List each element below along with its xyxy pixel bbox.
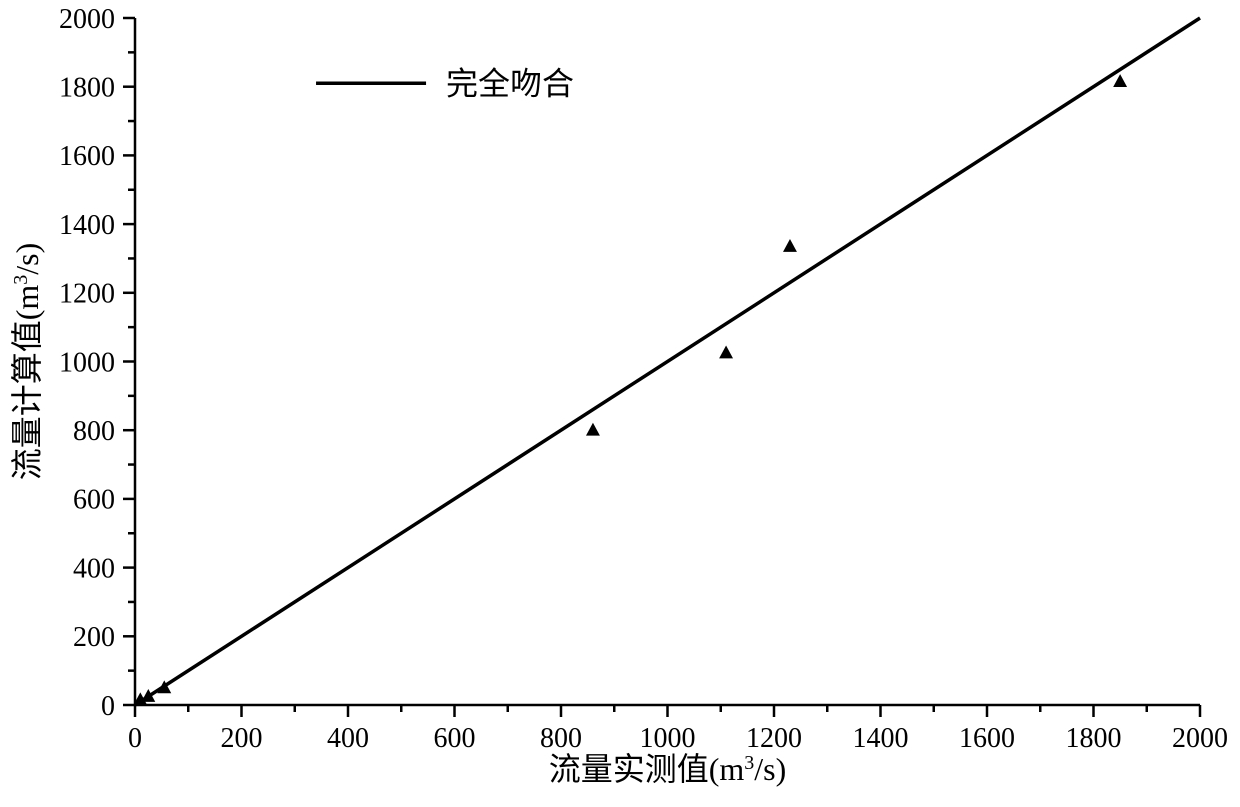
fit-line	[135, 18, 1200, 705]
x-tick-label: 1200	[746, 723, 802, 754]
x-tick-label: 1000	[640, 723, 696, 754]
y-tick-label: 1200	[59, 279, 115, 310]
x-tick-label: 200	[221, 723, 263, 754]
x-tick-label: 600	[434, 723, 476, 754]
y-tick-label: 800	[73, 416, 115, 447]
data-point	[719, 345, 733, 358]
y-axis-label: 流量计算值(m3/s)	[9, 243, 45, 481]
data-point	[1113, 74, 1127, 87]
data-point	[586, 423, 600, 436]
x-tick-label: 2000	[1172, 723, 1228, 754]
x-axis-label: 流量实测值(m3/s)	[549, 751, 787, 787]
y-tick-label: 200	[73, 622, 115, 653]
chart-container: 0 200 400 600 800 1000 1200 1400 1600 1800 2000 0 2…	[0, 0, 1240, 807]
x-tick-label: 800	[540, 723, 582, 754]
y-tick-label: 1400	[59, 210, 115, 241]
x-tick-label: 1400	[853, 723, 909, 754]
x-tick-label: 0	[128, 723, 142, 754]
scatter-chart: 0 200 400 600 800 1000 1200 1400 1600 1800 2000 0 2…	[0, 0, 1240, 807]
y-tick-label: 0	[101, 691, 115, 722]
x-tick-label: 1800	[1066, 723, 1122, 754]
y-tick-label: 600	[73, 485, 115, 516]
y-tick-label: 400	[73, 553, 115, 584]
y-tick-label: 2000	[59, 4, 115, 35]
legend-label: 完全吻合	[446, 65, 574, 101]
x-tick-label: 1600	[959, 723, 1015, 754]
data-point	[141, 689, 155, 702]
y-tick-label: 1000	[59, 347, 115, 378]
y-tick-label: 1800	[59, 73, 115, 104]
x-tick-label: 400	[327, 723, 369, 754]
data-point	[783, 239, 797, 252]
y-tick-label: 1600	[59, 141, 115, 172]
